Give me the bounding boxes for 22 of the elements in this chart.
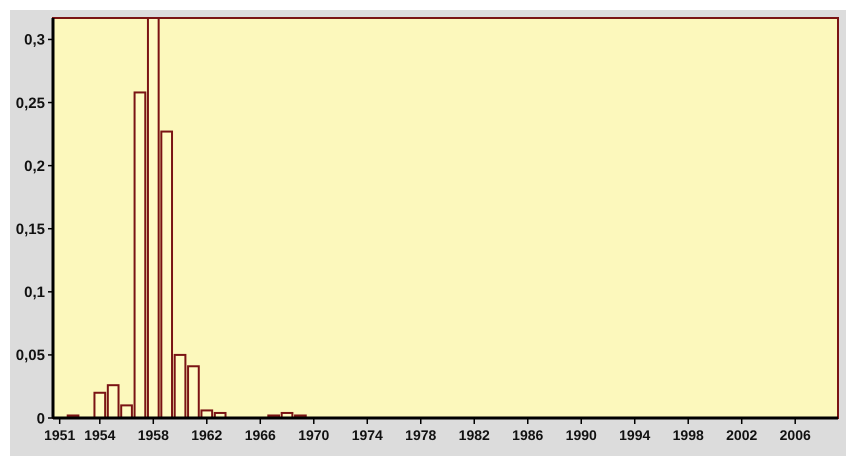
- y-tick-label: 0,25: [16, 94, 45, 112]
- y-tick-label: 0,05: [16, 347, 45, 364]
- x-tick-label: 1954: [84, 427, 116, 443]
- x-tick-label: 1966: [244, 427, 276, 443]
- x-tick-label: 1974: [352, 427, 384, 443]
- x-tick-label: 1982: [458, 427, 490, 443]
- y-tick-label: 0,3: [24, 32, 45, 49]
- x-tick-label: 1994: [619, 427, 651, 443]
- x-tick-label: 1951: [44, 427, 76, 443]
- y-tick-label: 0,1: [24, 284, 45, 302]
- x-tick-label: 1962: [191, 427, 223, 443]
- y-tick-label: 0,2: [24, 158, 45, 175]
- y-tick-label: 0,15: [16, 220, 45, 238]
- x-tick-label: 1970: [298, 427, 330, 443]
- x-tick-label: 1978: [405, 427, 437, 443]
- y-tick-label: 0: [36, 410, 45, 428]
- x-tick-label: 2002: [726, 427, 758, 443]
- x-tick-label: 1998: [672, 427, 704, 443]
- x-tick-label: 1958: [138, 427, 170, 443]
- x-tick-label: 2006: [780, 427, 811, 443]
- x-tick-label: 1990: [566, 427, 598, 443]
- x-tick-label: 1986: [512, 427, 544, 443]
